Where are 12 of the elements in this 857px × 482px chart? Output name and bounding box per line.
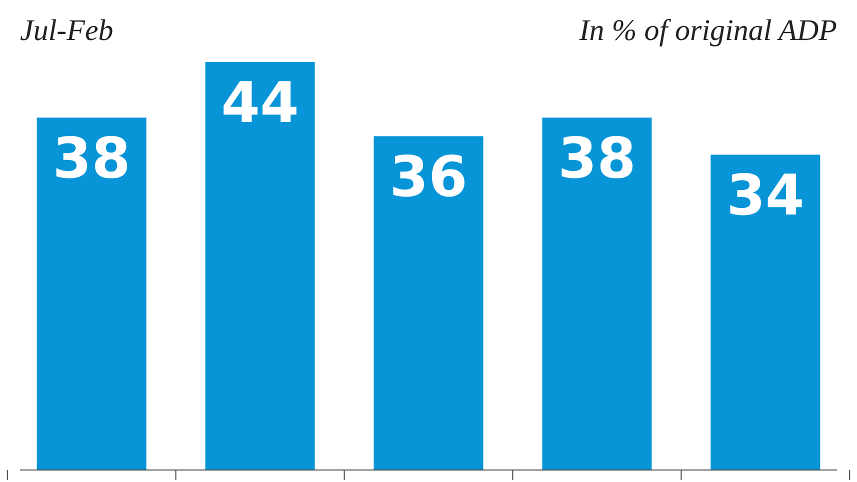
bar — [542, 118, 652, 470]
data-label: 44 — [221, 71, 300, 136]
data-label: 34 — [726, 164, 804, 229]
bar — [205, 62, 315, 470]
bar — [710, 154, 820, 470]
data-label: 38 — [558, 126, 636, 192]
text: In % of original ADP — [578, 14, 837, 47]
data-label: 36 — [390, 145, 468, 210]
data-label: 38 — [52, 126, 131, 192]
bar — [374, 136, 484, 470]
text: Jul-Feb — [20, 14, 114, 47]
bar — [36, 118, 146, 470]
